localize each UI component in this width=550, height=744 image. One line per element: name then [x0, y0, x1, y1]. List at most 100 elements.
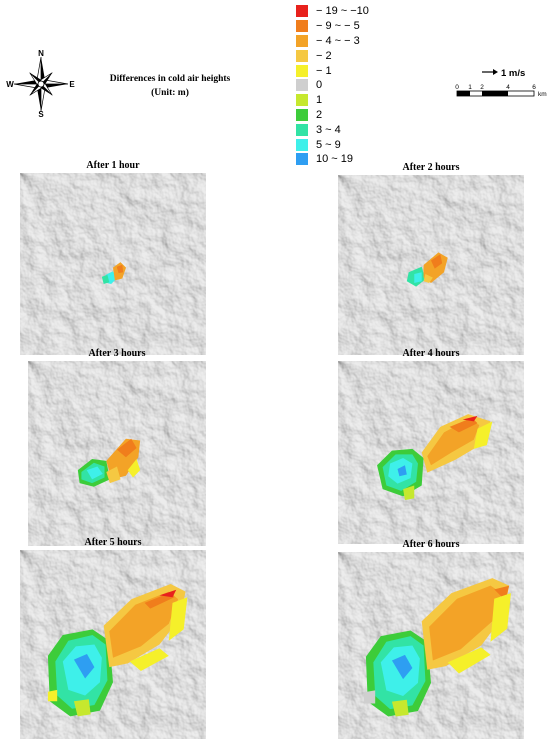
cold-air-difference-area	[116, 264, 124, 274]
legend-label: 2	[316, 108, 323, 121]
cold-air-difference-area	[364, 690, 376, 704]
legend-label: − 19 ~ −10	[316, 5, 369, 18]
scale-tick-label: 0	[455, 84, 459, 91]
cold-air-difference-area	[86, 466, 103, 480]
terrain-map	[28, 361, 206, 546]
compass-east-label: E	[69, 80, 75, 89]
cold-air-difference-area	[73, 699, 91, 717]
legend-label: − 2	[316, 49, 332, 62]
map-panel: After 1 hour	[20, 160, 206, 355]
cold-air-difference-area	[414, 272, 422, 283]
cold-air-difference-area	[159, 589, 177, 598]
cold-air-difference-area	[73, 653, 95, 679]
cold-air-difference-area	[427, 419, 480, 466]
cold-air-difference-area	[168, 597, 188, 641]
legend-swatch	[296, 34, 308, 47]
legend-item: − 9 ~ − 5	[296, 19, 369, 34]
map-header: N S E W Differences in cold air heights …	[0, 0, 550, 168]
legend-swatch	[296, 5, 308, 18]
wind-vector-key: 1 m/s	[482, 68, 525, 79]
compass-north-label: N	[38, 49, 44, 58]
arrow-right-icon	[482, 69, 498, 75]
cold-air-difference-area	[447, 647, 491, 674]
cold-air-difference-area	[397, 465, 407, 477]
terrain-map	[338, 175, 524, 355]
map-title: Differences in cold air heights (Unit: m…	[105, 72, 235, 100]
panel-title: After 2 hours	[402, 162, 460, 173]
scale-tick-label: 1	[468, 84, 472, 91]
map-panel: After 4 hours	[338, 348, 524, 544]
map-panel: After 5 hours	[20, 537, 206, 739]
legend-item: − 19 ~ −10	[296, 4, 369, 19]
legend-item: 5 ~ 9	[296, 137, 369, 152]
legend-label: 5 ~ 9	[316, 138, 341, 151]
legend-swatch	[296, 138, 308, 151]
cold-air-difference-area	[117, 438, 137, 458]
legend-swatch	[296, 153, 308, 166]
legend-item: − 4 ~ − 3	[296, 34, 369, 49]
compass-south-label: S	[38, 110, 44, 118]
legend-swatch	[296, 20, 308, 33]
cold-air-difference-area	[106, 466, 121, 484]
panel-title: After 1 hour	[86, 160, 140, 171]
map-panel: After 6 hours	[338, 539, 524, 739]
scale-bar: 0 1 2 4 6 km	[455, 84, 547, 98]
unit-line: (Unit: m)	[151, 88, 189, 98]
legend-item: 3 ~ 4	[296, 122, 369, 137]
wind-vector-label: 1 m/s	[501, 68, 526, 79]
cold-air-difference-area	[449, 417, 478, 433]
cold-air-difference-area	[462, 415, 478, 422]
map-panel: After 2 hours	[338, 162, 524, 355]
panel-title: After 6 hours	[402, 539, 460, 550]
legend-swatch	[296, 49, 308, 62]
cold-air-difference-area	[431, 254, 443, 269]
cold-air-difference-area	[47, 689, 58, 702]
legend-item: 0	[296, 78, 369, 93]
legend-item: 10 ~ 19	[296, 152, 369, 167]
legend-label: 3 ~ 4	[316, 123, 341, 136]
legend-item: − 2	[296, 48, 369, 63]
title-line: Differences in cold air heights	[109, 74, 231, 84]
legend-swatch	[296, 123, 308, 136]
compass-rose-icon: N S E W	[6, 49, 75, 118]
legend-swatch	[296, 108, 308, 121]
terrain-map	[20, 550, 206, 739]
cold-air-difference-area	[403, 485, 415, 501]
map-panel: After 3 hours	[28, 348, 206, 546]
legend-swatch	[296, 79, 308, 92]
legend-label: − 9 ~ − 5	[316, 20, 360, 33]
legend-swatch	[296, 64, 308, 77]
legend-item: − 1	[296, 63, 369, 78]
terrain-map	[20, 173, 206, 355]
cold-air-difference-area	[127, 459, 141, 478]
scale-tick-label: 4	[506, 84, 510, 91]
cold-air-difference-area	[490, 593, 511, 642]
scale-tick-label: 2	[480, 84, 484, 91]
cold-air-difference-area	[391, 654, 413, 680]
legend-item: 1	[296, 93, 369, 108]
panel-title: After 5 hours	[84, 537, 142, 548]
terrain-map	[338, 552, 524, 739]
cold-air-difference-area	[109, 591, 179, 658]
legend-item: 2	[296, 108, 369, 123]
legend-label: − 4 ~ − 3	[316, 34, 360, 47]
scale-tick-label: 6	[532, 84, 536, 91]
hillshade-terrain	[20, 173, 206, 355]
legend-swatch	[296, 94, 308, 107]
compass-west-label: W	[6, 80, 14, 89]
cold-air-difference-area	[423, 274, 433, 283]
panel-title: After 4 hours	[402, 348, 460, 359]
panel-title: After 3 hours	[88, 348, 146, 359]
legend-label: 0	[316, 79, 323, 92]
legend-label: 1	[316, 94, 323, 107]
cold-air-difference-area	[101, 274, 110, 285]
scale-unit-label: km	[538, 91, 547, 98]
cold-air-difference-area	[391, 699, 409, 717]
legend-label: − 1	[316, 64, 332, 77]
terrain-map	[338, 361, 524, 544]
legend-label: 10 ~ 19	[316, 153, 354, 166]
cold-air-difference-area	[129, 648, 169, 671]
cold-air-difference-area	[429, 585, 502, 661]
scale-block: 1 m/s 0 1 2 4 6 km	[455, 68, 547, 108]
